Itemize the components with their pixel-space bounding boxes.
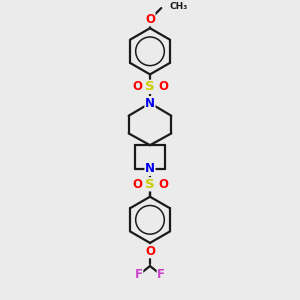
Text: N: N xyxy=(145,162,155,176)
Text: O: O xyxy=(145,245,155,258)
Text: F: F xyxy=(135,268,143,281)
Text: S: S xyxy=(145,178,155,191)
Text: N: N xyxy=(145,97,155,110)
Text: F: F xyxy=(157,268,165,281)
Text: S: S xyxy=(145,80,155,93)
Text: O: O xyxy=(145,13,155,26)
Text: O: O xyxy=(158,80,168,93)
Text: O: O xyxy=(158,178,168,191)
Text: O: O xyxy=(132,80,142,93)
Text: O: O xyxy=(132,178,142,191)
Text: CH₃: CH₃ xyxy=(169,2,188,11)
